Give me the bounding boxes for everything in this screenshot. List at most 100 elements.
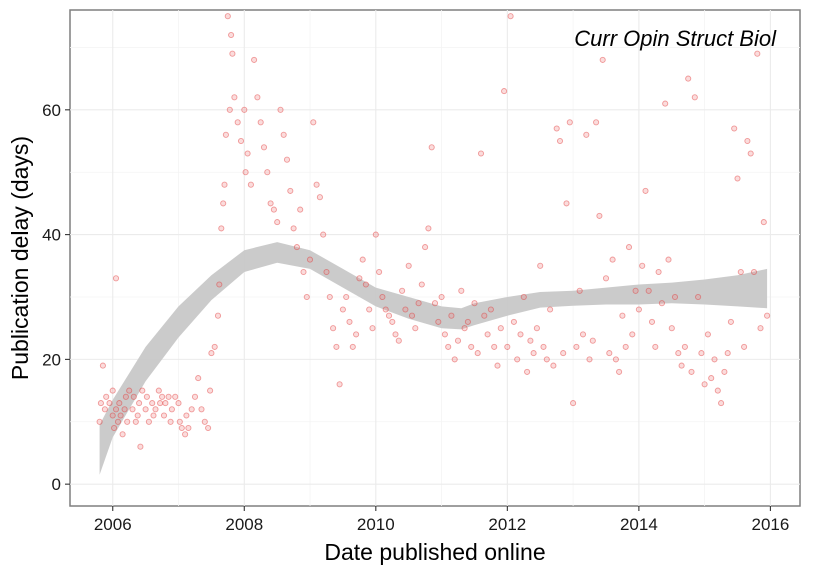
x-tick-label: 2016 <box>751 515 789 534</box>
data-point <box>530 350 537 357</box>
data-point <box>343 293 350 301</box>
data-point <box>399 287 406 294</box>
data-point <box>616 368 623 375</box>
data-point <box>300 268 307 276</box>
data-point <box>448 312 455 319</box>
data-point <box>251 56 258 63</box>
data-point <box>639 262 646 269</box>
data-point <box>760 219 767 226</box>
scatter-points <box>96 13 771 450</box>
data-point <box>418 281 425 288</box>
data-point <box>484 331 491 338</box>
data-point <box>698 350 705 357</box>
data-point <box>415 300 422 307</box>
data-point <box>497 325 504 332</box>
data-point <box>241 106 248 113</box>
data-point <box>218 225 225 232</box>
data-point <box>471 300 478 307</box>
data-point <box>109 387 116 394</box>
data-point <box>247 181 254 188</box>
y-tick-label: 0 <box>52 475 61 494</box>
data-point <box>527 337 534 344</box>
data-point <box>553 125 560 132</box>
data-point <box>537 262 544 269</box>
x-tick-label: 2014 <box>620 515 658 534</box>
data-point <box>408 312 416 319</box>
plot-panel <box>69 9 801 507</box>
data-point <box>379 293 386 301</box>
data-point <box>150 412 157 419</box>
data-point <box>454 337 462 344</box>
data-point <box>221 181 228 188</box>
data-point <box>99 362 106 369</box>
chart-annotation: Curr Opin Struct Biol <box>574 26 777 51</box>
data-point <box>422 244 429 251</box>
data-point <box>290 225 297 232</box>
data-point <box>510 318 517 325</box>
data-point <box>220 200 227 207</box>
data-point <box>159 393 166 400</box>
data-point <box>428 144 435 151</box>
data-point <box>678 362 685 369</box>
data-point <box>198 406 205 413</box>
data-point <box>461 325 468 332</box>
data-point <box>353 331 360 338</box>
data-point <box>214 312 222 319</box>
data-point <box>566 119 573 126</box>
data-point <box>313 181 320 188</box>
data-point <box>645 287 652 294</box>
data-point <box>586 356 593 363</box>
data-point <box>333 343 340 350</box>
data-point <box>103 393 110 400</box>
data-point <box>671 293 679 301</box>
data-point <box>274 219 281 226</box>
data-point <box>149 400 156 407</box>
major-gridlines <box>70 10 800 506</box>
data-point <box>137 443 144 450</box>
data-point <box>658 300 665 307</box>
data-point <box>234 119 241 126</box>
data-point <box>599 56 606 63</box>
data-point <box>152 406 159 413</box>
data-point <box>701 381 708 388</box>
data-point <box>609 256 616 263</box>
smooth-confidence-band <box>99 242 768 475</box>
data-point <box>129 406 136 413</box>
data-point <box>121 406 128 413</box>
data-point <box>178 424 185 432</box>
data-point <box>435 318 442 325</box>
data-point <box>349 343 356 350</box>
data-point <box>704 331 711 338</box>
data-point <box>270 206 277 213</box>
data-point <box>708 375 715 382</box>
data-point <box>392 331 399 338</box>
data-point <box>165 393 172 400</box>
data-point <box>168 406 175 413</box>
y-tick-label: 40 <box>42 226 61 245</box>
data-point <box>306 256 314 263</box>
data-point <box>741 343 748 350</box>
data-point <box>547 306 554 313</box>
data-point <box>222 131 229 138</box>
data-point <box>216 281 223 288</box>
data-point <box>665 256 672 263</box>
data-point <box>675 350 682 357</box>
y-tick-label: 60 <box>42 101 61 120</box>
data-point <box>160 412 168 419</box>
data-point <box>625 244 633 251</box>
data-point <box>382 306 389 313</box>
data-point <box>593 119 600 126</box>
data-point <box>612 356 619 363</box>
data-point <box>573 343 580 350</box>
data-point <box>182 431 189 438</box>
data-point <box>183 412 190 419</box>
data-point <box>376 268 383 276</box>
data-point <box>477 150 485 157</box>
data-point <box>242 169 249 176</box>
data-point <box>208 350 215 357</box>
data-point <box>122 393 129 400</box>
y-axis-title: Publication delay (days) <box>7 136 33 380</box>
data-point <box>543 356 550 363</box>
data-point <box>297 206 304 213</box>
